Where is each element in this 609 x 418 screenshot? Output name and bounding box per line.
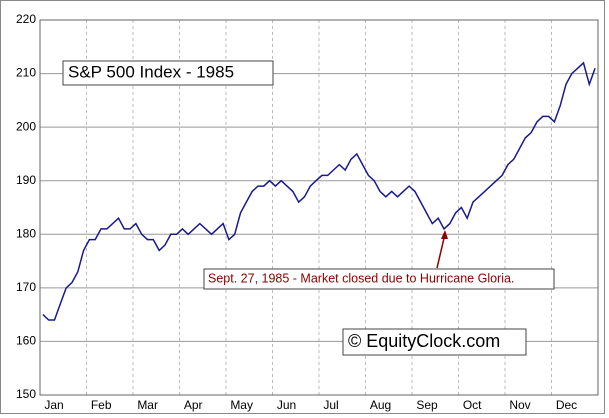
y-tick-label: 190 bbox=[16, 173, 36, 187]
y-tick-label: 200 bbox=[16, 119, 36, 133]
x-tick-label: Nov bbox=[509, 398, 530, 412]
price-line bbox=[42, 61, 596, 321]
title-box bbox=[62, 60, 274, 86]
watermark: © EquityClock.com bbox=[348, 331, 500, 351]
x-tick-label: Oct bbox=[463, 398, 482, 412]
x-tick-label: Jul bbox=[323, 398, 338, 412]
plot-border bbox=[39, 19, 599, 396]
annotation-box bbox=[203, 268, 555, 290]
annotation-arrow bbox=[436, 233, 446, 269]
watermark-box bbox=[342, 328, 527, 356]
x-tick-label: Jun bbox=[277, 398, 296, 412]
arrow-head bbox=[441, 230, 448, 239]
x-tick-label: Dec bbox=[556, 398, 577, 412]
y-tick-label: 170 bbox=[16, 280, 36, 294]
y-tick-label: 180 bbox=[16, 226, 36, 240]
y-tick-label: 160 bbox=[16, 334, 36, 348]
y-tick-label: 220 bbox=[16, 12, 36, 26]
x-tick-label: May bbox=[230, 398, 253, 412]
x-tick-label: Aug bbox=[370, 398, 391, 412]
annotation: Sept. 27, 1985 - Market closed due to Hu… bbox=[208, 271, 514, 285]
x-tick-label: Sep bbox=[416, 398, 438, 412]
y-tick-label: 210 bbox=[16, 66, 36, 80]
y-tick-label: 150 bbox=[16, 387, 36, 401]
x-tick-label: Apr bbox=[184, 398, 203, 412]
x-tick-label: Feb bbox=[91, 398, 112, 412]
x-tick-label: Jan bbox=[44, 398, 63, 412]
chart-title: S&P 500 Index - 1985 bbox=[68, 62, 234, 81]
x-tick-label: Mar bbox=[137, 398, 158, 412]
